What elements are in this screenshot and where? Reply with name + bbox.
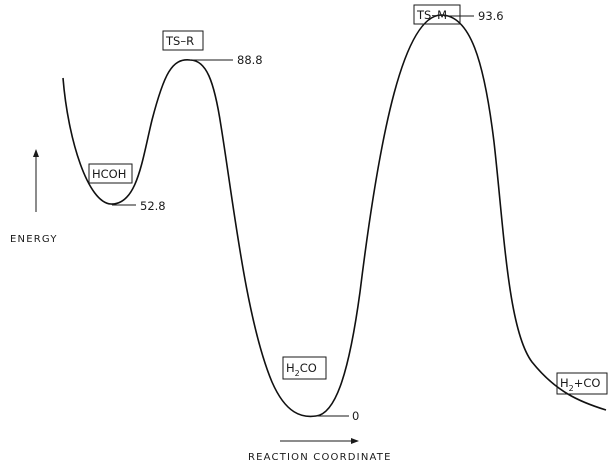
reaction-coordinate-label: REACTION COORDINATE xyxy=(248,452,392,463)
h2co-label-box xyxy=(282,356,327,380)
ts-m-energy-value: 93.6 xyxy=(478,9,504,23)
energy-axis-label: ENERGY xyxy=(10,234,58,245)
ts-r-label-box xyxy=(162,30,204,51)
hcoh-label-box xyxy=(88,163,133,184)
h2co-label: H2CO xyxy=(286,361,317,378)
ts-m-label-box xyxy=(413,4,461,25)
reaction-energy-curve xyxy=(62,14,607,418)
hcoh-energy-value: 52.8 xyxy=(140,199,166,213)
hcoh-label: HCOH xyxy=(92,167,126,181)
ts-r-label: TS–R xyxy=(165,34,194,48)
ts-r-energy-value: 88.8 xyxy=(237,53,263,67)
products-label: H2+CO xyxy=(560,376,600,393)
h2co-energy-value: 0 xyxy=(352,409,359,423)
ts-m-label: TS–M xyxy=(416,8,447,22)
products-label-box xyxy=(556,372,608,395)
